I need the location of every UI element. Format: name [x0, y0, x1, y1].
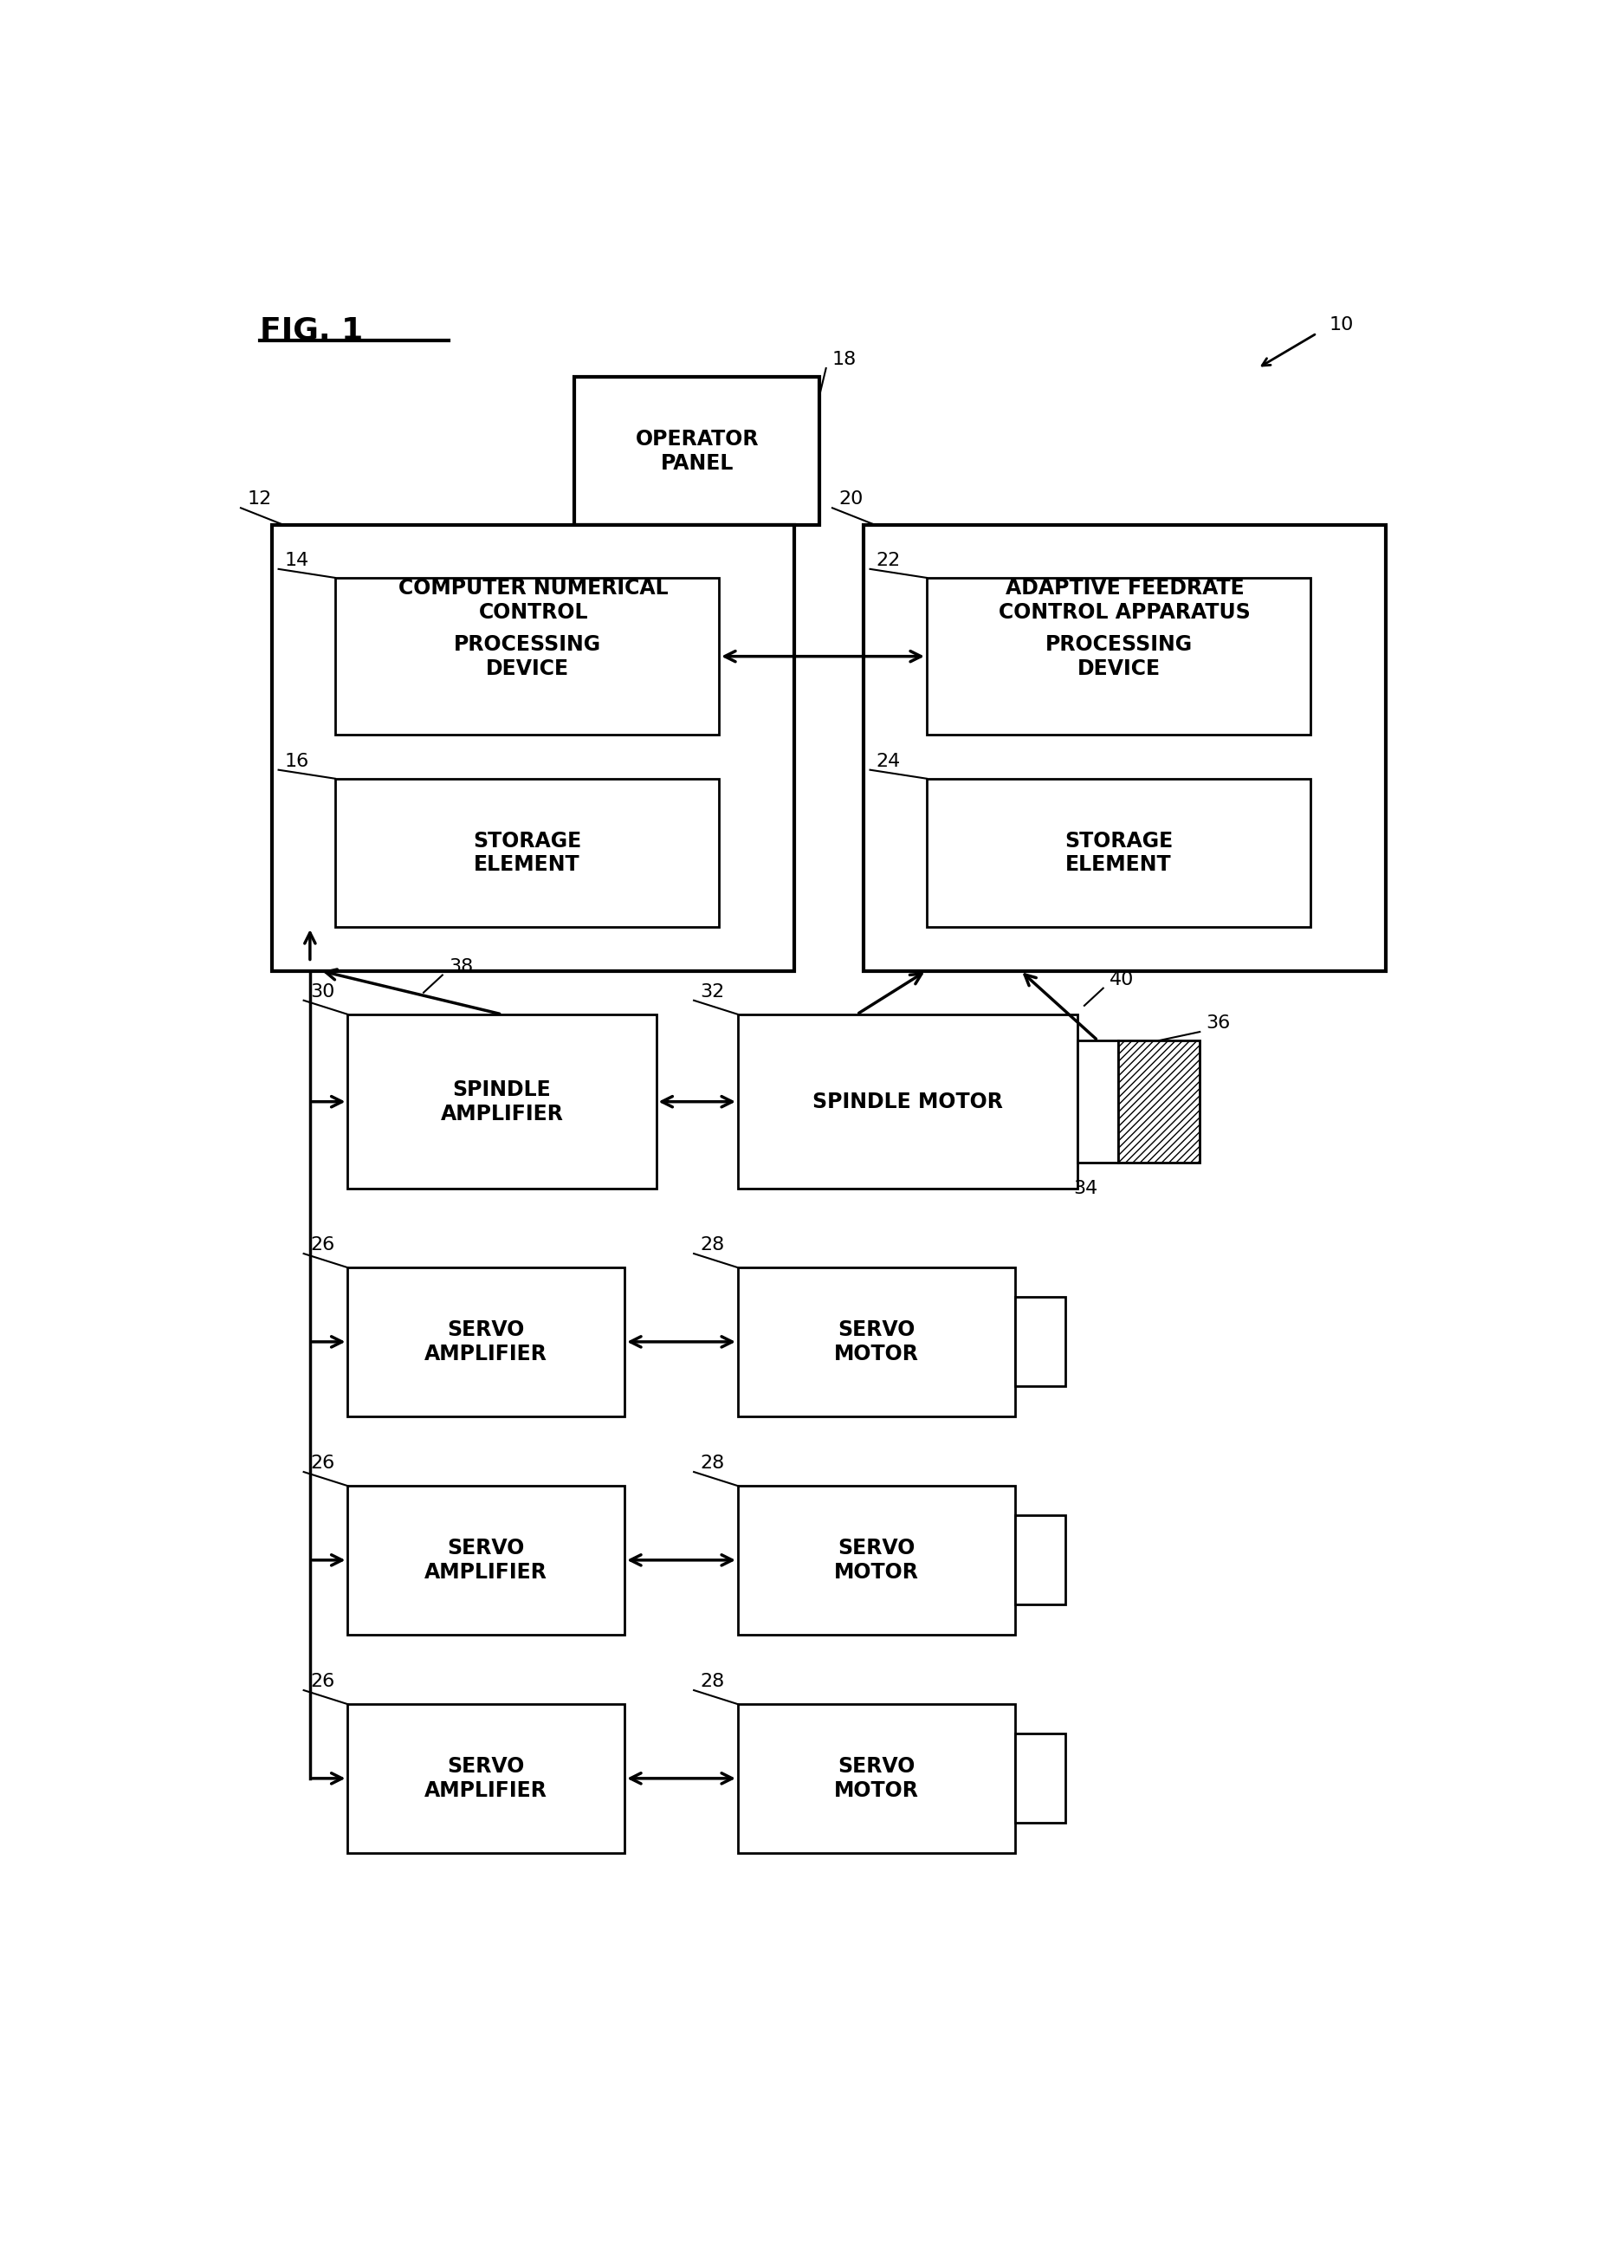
Bar: [1015, 1733, 1065, 1823]
Bar: [348, 1486, 625, 1635]
Text: 20: 20: [838, 490, 864, 508]
Text: PROCESSING
DEVICE: PROCESSING DEVICE: [453, 635, 601, 678]
Text: SPINDLE MOTOR: SPINDLE MOTOR: [812, 1091, 1004, 1111]
Text: 30: 30: [310, 982, 335, 1000]
Text: COMPUTER NUMERICAL
CONTROL: COMPUTER NUMERICAL CONTROL: [398, 578, 669, 624]
Text: 26: 26: [310, 1236, 335, 1254]
Text: SERVO
MOTOR: SERVO MOTOR: [835, 1538, 919, 1583]
Bar: [1015, 1515, 1065, 1606]
Text: 38: 38: [448, 957, 473, 975]
Text: 26: 26: [310, 1454, 335, 1472]
Bar: [737, 1014, 1078, 1188]
Text: SERVO
AMPLIFIER: SERVO AMPLIFIER: [425, 1755, 547, 1801]
Bar: [348, 1268, 625, 1415]
Text: ADAPTIVE FEEDRATE
CONTROL APPARATUS: ADAPTIVE FEEDRATE CONTROL APPARATUS: [999, 578, 1250, 624]
Text: 34: 34: [1073, 1179, 1098, 1198]
Bar: [335, 578, 719, 735]
Bar: [1117, 1041, 1200, 1163]
Text: 18: 18: [833, 352, 857, 367]
Text: SERVO
AMPLIFIER: SERVO AMPLIFIER: [425, 1538, 547, 1583]
Text: FIG. 1: FIG. 1: [260, 315, 362, 345]
Text: SERVO
AMPLIFIER: SERVO AMPLIFIER: [425, 1320, 547, 1365]
Text: 10: 10: [1330, 315, 1354, 333]
Bar: [737, 1703, 1015, 1853]
Bar: [927, 578, 1311, 735]
Bar: [1078, 1041, 1117, 1163]
Text: SERVO
MOTOR: SERVO MOTOR: [835, 1320, 919, 1365]
Text: SPINDLE
AMPLIFIER: SPINDLE AMPLIFIER: [440, 1080, 564, 1125]
Bar: [575, 376, 820, 526]
Bar: [273, 526, 794, 971]
Text: STORAGE
ELEMENT: STORAGE ELEMENT: [473, 830, 581, 875]
Bar: [927, 778, 1311, 928]
Bar: [335, 778, 719, 928]
Text: OPERATOR
PANEL: OPERATOR PANEL: [635, 429, 758, 474]
Bar: [348, 1014, 656, 1188]
Bar: [348, 1703, 625, 1853]
Text: 32: 32: [700, 982, 724, 1000]
Bar: [1015, 1297, 1065, 1386]
Text: 16: 16: [284, 753, 309, 769]
Text: 28: 28: [700, 1674, 724, 1690]
Text: 28: 28: [700, 1454, 724, 1472]
Bar: [864, 526, 1387, 971]
Text: 24: 24: [877, 753, 901, 769]
Text: 12: 12: [247, 490, 271, 508]
Text: 22: 22: [877, 551, 901, 569]
Bar: [737, 1268, 1015, 1415]
Text: STORAGE
ELEMENT: STORAGE ELEMENT: [1064, 830, 1173, 875]
Bar: [737, 1486, 1015, 1635]
Text: SERVO
MOTOR: SERVO MOTOR: [835, 1755, 919, 1801]
Text: 14: 14: [284, 551, 309, 569]
Text: 26: 26: [310, 1674, 335, 1690]
Text: PROCESSING
DEVICE: PROCESSING DEVICE: [1044, 635, 1192, 678]
Text: 28: 28: [700, 1236, 724, 1254]
Text: 40: 40: [1109, 971, 1134, 989]
Text: 36: 36: [1207, 1014, 1231, 1032]
